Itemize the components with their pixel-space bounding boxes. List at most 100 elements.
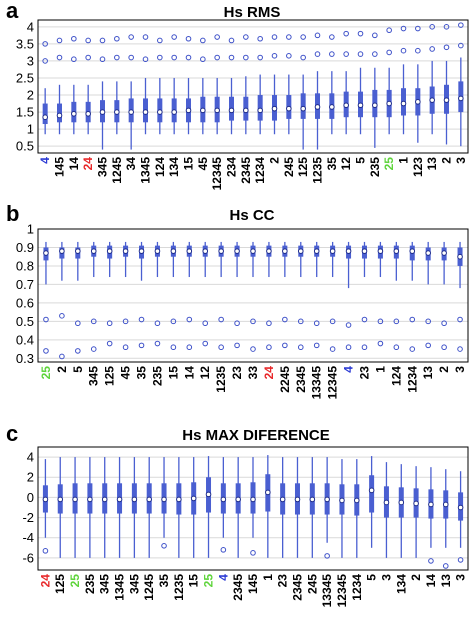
x-tick-label: 2345 xyxy=(294,366,308,393)
median-marker xyxy=(43,250,49,256)
x-tick-label: 2 xyxy=(55,366,69,373)
x-tick-label: 1 xyxy=(397,157,411,164)
x-tick-label: 12 xyxy=(198,366,212,380)
median-marker xyxy=(205,491,212,498)
x-tick-label: 14 xyxy=(67,157,81,171)
y-tick-label: 1 xyxy=(27,122,34,137)
outlier-point xyxy=(343,30,349,37)
median-marker xyxy=(398,499,405,506)
median-marker xyxy=(90,248,97,254)
outlier-point xyxy=(458,22,464,28)
outlier-point xyxy=(329,51,335,57)
outlier-point xyxy=(377,340,384,347)
outlier-point xyxy=(154,320,161,327)
x-tick-label: 35 xyxy=(157,574,171,588)
outlier-point xyxy=(266,320,272,327)
y-tick-label: 1.5 xyxy=(16,105,34,120)
outlier-point xyxy=(286,53,292,59)
median-marker xyxy=(122,248,129,254)
median-marker xyxy=(250,496,256,503)
median-marker xyxy=(441,250,447,256)
median-marker xyxy=(324,496,330,503)
outlier-point xyxy=(138,316,145,323)
x-tick-label: 3 xyxy=(454,574,468,581)
y-tick-label: 2.5 xyxy=(16,70,34,85)
x-tick-label: 235 xyxy=(150,366,164,386)
outlier-point xyxy=(286,34,292,40)
y-tick-label: 0.6 xyxy=(16,295,34,310)
x-tick-label: 1345 xyxy=(113,574,127,601)
x-tick-label: 13 xyxy=(439,574,453,588)
median-marker xyxy=(99,109,106,115)
median-marker xyxy=(297,248,304,254)
outlier-point xyxy=(128,54,134,61)
y-tick-label: -4 xyxy=(22,530,34,545)
median-marker xyxy=(220,496,227,503)
outlier-point xyxy=(171,34,177,40)
outlier-point xyxy=(314,51,321,57)
median-marker xyxy=(314,104,321,110)
outlier-point xyxy=(85,54,91,61)
outlier-point xyxy=(313,342,320,349)
x-tick-label: 345 xyxy=(87,366,101,386)
median-marker xyxy=(75,248,81,254)
x-tick-label: 1235 xyxy=(311,157,325,184)
outlier-point xyxy=(372,32,378,39)
outlier-point xyxy=(142,34,149,40)
x-tick-label: 5 xyxy=(365,574,379,581)
outlier-point xyxy=(372,51,378,57)
plot-frame xyxy=(37,19,469,154)
y-tick-label: -6 xyxy=(22,550,34,565)
y-tick-label: 3.5 xyxy=(16,36,34,51)
outlier-point xyxy=(185,35,192,42)
outlier-point xyxy=(243,34,249,40)
x-tick-label: 345 xyxy=(127,574,141,594)
median-marker xyxy=(176,496,182,503)
outlier-point xyxy=(186,316,193,323)
plot-frame xyxy=(37,228,469,363)
outlier-point xyxy=(243,54,249,61)
x-tick-label: 15 xyxy=(187,574,201,588)
median-marker xyxy=(457,253,463,260)
outlier-point xyxy=(122,318,129,325)
median-marker xyxy=(266,248,272,254)
x-tick-label: 3 xyxy=(454,157,468,164)
median-marker xyxy=(442,501,449,508)
outlier-point xyxy=(171,54,177,61)
outlier-point xyxy=(443,44,450,51)
y-tick-label: 0 xyxy=(27,490,34,505)
x-tick-label: 1235 xyxy=(214,366,228,393)
median-marker xyxy=(161,496,167,503)
outlier-point xyxy=(202,340,209,347)
outlier-point xyxy=(457,557,464,563)
outlier-point xyxy=(185,54,192,61)
x-tick-label: 45 xyxy=(119,366,133,380)
x-tick-label: 13345 xyxy=(310,366,324,400)
outlier-point xyxy=(400,47,407,54)
median-marker xyxy=(409,248,416,254)
outlier-point xyxy=(425,342,431,349)
x-tick-label: 2 xyxy=(268,157,282,164)
outlier-point xyxy=(441,344,447,351)
median-marker xyxy=(329,104,335,110)
outlier-point xyxy=(282,342,288,349)
outlier-point xyxy=(357,51,364,57)
median-marker xyxy=(146,496,153,503)
outlier-point xyxy=(71,56,77,63)
median-marker xyxy=(313,248,320,254)
x-tick-label: 5 xyxy=(71,366,85,373)
median-marker xyxy=(300,105,306,112)
median-marker xyxy=(101,496,108,503)
x-tick-label: 34 xyxy=(124,157,138,171)
median-marker xyxy=(59,248,65,254)
outlier-point xyxy=(457,346,463,352)
outlier-point xyxy=(122,344,129,351)
x-tick-label: 125 xyxy=(296,157,310,177)
median-marker xyxy=(309,496,316,503)
panel-a-letter: a xyxy=(6,0,19,23)
x-tick-label: 2345 xyxy=(231,574,245,601)
plot-frame xyxy=(37,446,469,571)
x-tick-label: 123 xyxy=(411,157,425,177)
outlier-point xyxy=(250,346,256,352)
outlier-point xyxy=(429,46,435,52)
